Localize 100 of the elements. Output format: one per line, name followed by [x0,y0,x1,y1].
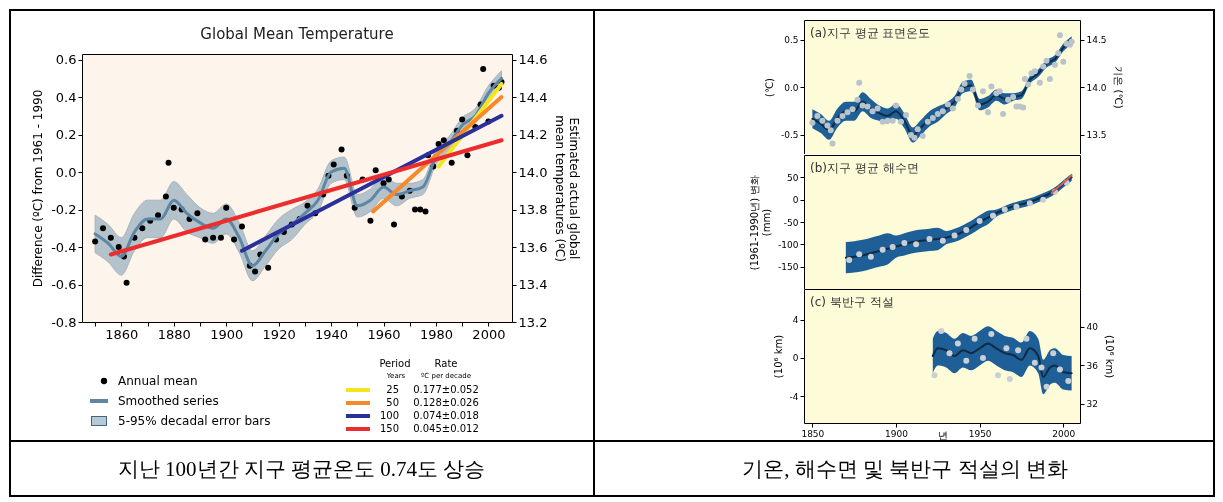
y-tick-label: -100 [778,239,799,250]
point [939,237,946,244]
x-tick-label: 1950 [968,428,992,439]
point [1065,377,1072,384]
y2-tick-label: 14.6 [518,52,548,68]
y2-tick-label: 14.0 [518,164,548,180]
point [926,235,933,242]
x-tick-label: 1900 [885,428,909,439]
y-tick-label: 0 [792,195,799,206]
x-tick-label: 1860 [105,326,139,342]
legend-label: 25 [386,384,399,395]
point [963,227,970,234]
point [1031,359,1038,366]
x-tick-label: 1900 [210,326,244,342]
x-tick-label: 1850 [801,428,825,439]
point [1026,200,1033,207]
point [946,350,953,357]
y2-tick-label: 14.2 [518,127,548,143]
text: 지난 100년간 지구 평균온도 0.74도 상승 [12,449,591,489]
y-tick-label: 50 [787,172,799,183]
point [1038,364,1045,371]
legend-label: Smoothed series [118,394,219,408]
x-tick-label: 1920 [262,326,296,342]
point [1023,335,1030,342]
y2-tick-label: 14.5 [1086,35,1107,46]
y2-tick-label: 36 [1086,360,1099,371]
text: 0.045±0.012 [413,423,479,434]
point [1001,206,1008,213]
point [901,240,908,246]
point [971,335,978,342]
point [954,340,961,347]
y2-tick-label: 14.0 [1086,82,1107,93]
point [976,218,983,225]
y2-tick-label: 40 [1086,322,1099,333]
chart-title: Global Mean Temperature [200,24,394,43]
text: Rate [434,358,458,369]
y2-axis-title: 기온 (℃) [1112,66,1124,109]
line-series [1050,174,1073,194]
x-tick-label: 1880 [157,326,191,342]
y-tick-label: 0.0 [55,164,77,180]
y-tick-label: -4 [789,391,799,402]
text: 0.128±0.026 [413,397,479,408]
point [931,372,938,379]
y2-tick-label: 32 [1086,399,1098,410]
point [856,251,863,258]
point [1050,350,1057,357]
text: 기온, 해수면 및 북반구 적설의 변화 [597,449,1213,489]
y-tick-label: -0.6 [51,277,77,293]
y-tick-label: -0.5 [780,130,799,141]
y2-tick-label: 14.4 [518,89,548,105]
y-tick-label: 4 [792,315,799,326]
point [988,330,995,337]
chart-title: (c) 북반구 적설 [810,295,894,309]
text: Period [379,358,411,369]
point [995,372,1002,379]
point [913,241,920,248]
point [951,232,958,239]
y2-axis-title: Estimated actual global mean temperatures (ºC) [553,115,582,262]
point [963,357,970,364]
point [990,212,997,219]
y2-tick-label: 13.6 [518,239,548,255]
point [1003,345,1010,352]
y-tick-label: 0.6 [55,52,77,68]
legend-label: Annual mean [118,374,198,388]
legend-label: 150 [379,423,399,434]
y2-axis-title: (10⁶ km) [1103,334,1115,379]
y-tick-label: 0.2 [55,127,77,143]
x-tick-label: 2000 [472,326,506,342]
text: (a)지구 평균 표면온도 [810,26,931,40]
point [889,244,896,251]
y2-tick-label: 13.4 [518,277,548,293]
text: 0.177±0.052 [413,384,479,395]
point [867,253,874,260]
x-tick-label: 2000 [1052,428,1076,439]
point [1043,383,1050,390]
y-tick-label: -50 [783,217,799,228]
y-axis-title: (10⁶ km) [772,334,784,379]
text: (b)지구 평균 해수면 [810,161,919,175]
y-tick-label: 0.0 [784,82,799,93]
y2-tick-label: 13.8 [518,202,548,218]
point [938,328,945,335]
x-tick-label: 1960 [367,326,401,342]
y-tick-label: -0.2 [51,202,77,218]
text: 0.074±0.018 [413,410,479,421]
y-tick-label: 0 [792,353,799,364]
point [1006,375,1013,382]
y2-tick-label: 13.5 [1086,130,1107,141]
legend-label: 50 [386,397,399,408]
y-tick-label: -150 [778,262,799,273]
point [1013,203,1020,210]
legend-label: 100 [379,410,399,421]
point [1056,366,1063,373]
point [879,246,886,253]
x-tick-label: 1980 [419,326,454,342]
x-tick-label: 1940 [315,326,349,342]
line-series [931,342,1073,379]
y-axis-title: Difference (ºC) from 1961 - 1990 [31,89,46,288]
y-tick-label: 0.5 [784,35,799,46]
y-tick-label: -0.8 [51,314,77,330]
x-axis-title: 년 [937,429,948,441]
